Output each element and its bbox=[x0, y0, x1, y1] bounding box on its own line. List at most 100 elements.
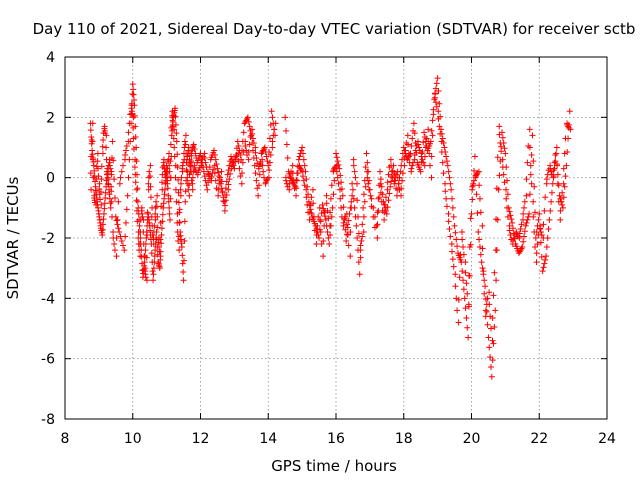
data-point bbox=[459, 236, 466, 243]
data-point bbox=[221, 207, 228, 214]
data-point bbox=[283, 177, 290, 184]
data-point bbox=[294, 170, 301, 177]
data-point bbox=[123, 206, 130, 213]
data-point bbox=[535, 216, 542, 223]
data-point bbox=[517, 225, 524, 232]
data-point bbox=[313, 241, 320, 248]
data-point bbox=[523, 192, 530, 199]
data-point bbox=[244, 152, 251, 159]
data-point bbox=[484, 321, 491, 328]
data-point bbox=[308, 194, 315, 201]
data-point bbox=[560, 165, 567, 172]
data-point bbox=[152, 247, 159, 254]
data-point bbox=[327, 231, 334, 238]
data-point bbox=[127, 138, 134, 145]
data-point bbox=[462, 305, 469, 312]
data-points bbox=[87, 75, 574, 380]
data-point bbox=[245, 118, 252, 125]
data-point bbox=[177, 192, 184, 199]
data-point bbox=[317, 228, 324, 235]
data-point bbox=[283, 127, 290, 134]
data-point bbox=[159, 211, 166, 218]
data-point bbox=[272, 120, 279, 127]
data-point bbox=[310, 200, 317, 207]
data-point bbox=[425, 126, 432, 133]
data-point bbox=[413, 149, 420, 156]
data-point bbox=[531, 183, 538, 190]
data-point bbox=[298, 147, 305, 154]
data-point bbox=[486, 289, 493, 296]
data-point bbox=[319, 201, 326, 208]
data-point bbox=[361, 198, 368, 205]
data-point bbox=[97, 188, 104, 195]
data-point bbox=[330, 191, 337, 198]
data-point bbox=[132, 123, 139, 130]
data-point bbox=[176, 247, 183, 254]
data-point bbox=[468, 210, 475, 217]
data-point bbox=[526, 126, 533, 133]
data-point bbox=[326, 241, 333, 248]
data-point bbox=[181, 138, 188, 145]
data-point bbox=[442, 180, 449, 187]
data-point bbox=[521, 204, 528, 211]
data-point bbox=[245, 156, 252, 163]
data-point bbox=[100, 210, 107, 217]
data-point bbox=[420, 139, 427, 146]
data-point bbox=[393, 171, 400, 178]
data-point bbox=[129, 90, 136, 97]
data-point bbox=[99, 231, 106, 238]
y-tick-label: 2 bbox=[46, 110, 55, 126]
data-point bbox=[556, 192, 563, 199]
data-point bbox=[125, 174, 132, 181]
data-point bbox=[173, 130, 180, 137]
data-point bbox=[354, 180, 361, 187]
data-point bbox=[374, 221, 381, 228]
data-point bbox=[115, 225, 122, 232]
data-point bbox=[355, 259, 362, 266]
data-point bbox=[450, 263, 457, 270]
data-point bbox=[441, 144, 448, 151]
data-point bbox=[161, 186, 168, 193]
data-point bbox=[334, 158, 341, 165]
data-point bbox=[449, 195, 456, 202]
data-point bbox=[236, 165, 243, 172]
data-point bbox=[180, 268, 187, 275]
data-point bbox=[94, 158, 101, 165]
data-point bbox=[134, 185, 141, 192]
data-point bbox=[351, 168, 358, 175]
data-point bbox=[540, 221, 547, 228]
data-point bbox=[300, 156, 307, 163]
data-point bbox=[562, 173, 569, 180]
data-point bbox=[166, 162, 173, 169]
data-point bbox=[498, 129, 505, 136]
data-point bbox=[306, 202, 313, 209]
data-point bbox=[467, 215, 474, 222]
data-point bbox=[359, 233, 366, 240]
data-point bbox=[419, 149, 426, 156]
data-point bbox=[494, 216, 501, 223]
data-point bbox=[443, 153, 450, 160]
x-tick-label: 24 bbox=[598, 431, 616, 447]
data-point bbox=[255, 192, 262, 199]
data-point bbox=[212, 156, 219, 163]
data-point bbox=[158, 179, 165, 186]
data-point bbox=[263, 153, 270, 160]
data-point bbox=[354, 235, 361, 241]
data-point bbox=[266, 149, 273, 156]
data-point bbox=[521, 228, 528, 235]
data-point bbox=[357, 242, 364, 249]
data-point bbox=[456, 274, 463, 281]
data-point bbox=[353, 222, 360, 229]
data-point bbox=[462, 269, 469, 276]
data-point bbox=[533, 259, 540, 266]
data-point bbox=[521, 198, 528, 205]
y-axis-ticks: -8 -6 -4 -2 0 2 4 bbox=[41, 50, 607, 428]
data-point bbox=[554, 162, 561, 169]
data-point bbox=[266, 135, 273, 142]
data-point bbox=[115, 198, 122, 205]
data-point bbox=[479, 222, 486, 229]
data-point bbox=[423, 135, 430, 142]
data-point bbox=[118, 238, 125, 245]
data-point bbox=[132, 133, 139, 140]
data-point bbox=[455, 296, 462, 303]
